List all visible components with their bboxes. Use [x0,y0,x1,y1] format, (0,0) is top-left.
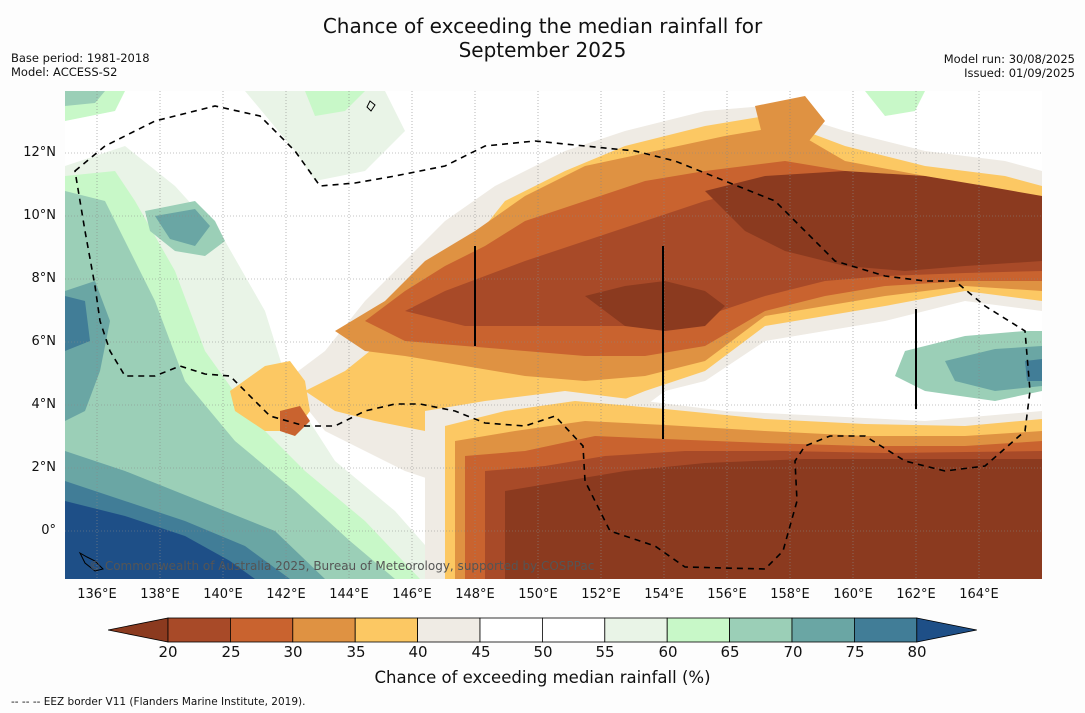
lon-label-156e: 156°E [707,587,747,602]
colorbar-tick-60: 60 [658,643,678,661]
lat-label-2n: 2°N [31,460,57,475]
title-line-2: September 2025 [458,38,627,62]
lon-label-158e: 158°E [770,587,810,602]
colorbar-tick-25: 25 [221,643,241,661]
lon-label-154e: 154°E [644,587,684,602]
lat-label-0: 0° [41,523,56,538]
colorbar-segment [479,617,543,643]
colorbar-segment [791,617,855,643]
lon-label-140e: 140°E [203,587,243,602]
colorbar-segment [417,617,481,643]
title-line-1: Chance of exceeding the median rainfall … [322,14,763,38]
colorbar-segment [354,617,418,643]
region-75-east [945,346,1042,391]
colorbar-tick-55: 55 [595,643,615,661]
colorbar-segment [604,617,668,643]
issued-text: Issued: 01/09/2025 [964,66,1075,80]
colorbar-segment [541,617,606,643]
lon-label-162e: 162°E [896,587,936,602]
copyright-notice: © Commonwealth of Australia 2025, Bureau… [89,559,595,573]
model-run-info: Model run: 30/08/2025 Issued: 01/09/2025 [944,52,1075,80]
lon-label-148e: 148°E [455,587,495,602]
lon-label-150e: 150°E [518,587,558,602]
region-20-south [505,459,1042,579]
region-80-west [65,296,290,579]
colorbar-segment [729,617,793,643]
rainfall-map-svg [65,91,1042,579]
colorbar-segment [230,617,294,643]
map-title: Chance of exceeding the median rainfall … [0,14,1085,62]
colorbar-segment [167,617,231,643]
region-75-nw [155,209,210,246]
lon-label-144e: 144°E [329,587,369,602]
colorbar-label: Chance of exceeding median rainfall (%) [374,668,711,687]
base-period-text: Base period: 1981-2018 [11,51,150,65]
colorbar-segment [854,617,918,643]
region-60-nw [245,91,405,181]
colorbar-tick-35: 35 [346,643,366,661]
lon-label-146e: 146°E [392,587,432,602]
graticule [65,91,1042,579]
model-text: Model: ACCESS-S2 [11,65,118,79]
colorbar-segment [292,617,356,643]
eez-border-main [74,105,1031,570]
lon-label-160e: 160°E [833,587,873,602]
colorbar-tick-70: 70 [783,643,803,661]
lat-label-8n: 8°N [31,271,57,286]
lon-label-138e: 138°E [140,587,180,602]
eez-legend-footnote: -- -- -- EEZ border V11 (Flanders Marine… [11,696,306,708]
colorbar-tick-50: 50 [533,643,553,661]
colorbar-extend-low [108,617,169,643]
lat-label-12n: 12°N [23,145,56,160]
region-above80-west [65,501,255,579]
colorbar-tick-20: 20 [158,643,178,661]
region-20-band [585,171,1042,331]
colorbar-tick-80: 80 [907,643,927,661]
colorbar-tick-30: 30 [283,643,303,661]
colorbar-tick-45: 45 [471,643,491,661]
lon-label-136e: 136°E [77,587,117,602]
region-70-top [65,91,105,106]
colorbar-tick-40: 40 [408,643,428,661]
lat-label-10n: 10°N [23,208,56,223]
island-outline [78,100,376,572]
colorbar [108,617,977,643]
colorbar-tick-75: 75 [845,643,865,661]
lat-label-6n: 6°N [31,334,57,349]
region-30-southwest [280,406,310,436]
rainfall-map [65,91,1042,579]
lon-label-164e: 164°E [959,587,999,602]
colorbar-tick-65: 65 [720,643,740,661]
lon-label-152e: 152°E [581,587,621,602]
lon-label-142e: 142°E [266,587,306,602]
lat-label-4n: 4°N [31,397,57,412]
colorbar-segment [666,617,731,643]
base-period-info: Base period: 1981-2018 Model: ACCESS-S2 [11,51,150,79]
region-65-east [865,91,925,116]
model-run-text: Model run: 30/08/2025 [943,52,1075,66]
colorbar-extend-high [916,617,977,643]
